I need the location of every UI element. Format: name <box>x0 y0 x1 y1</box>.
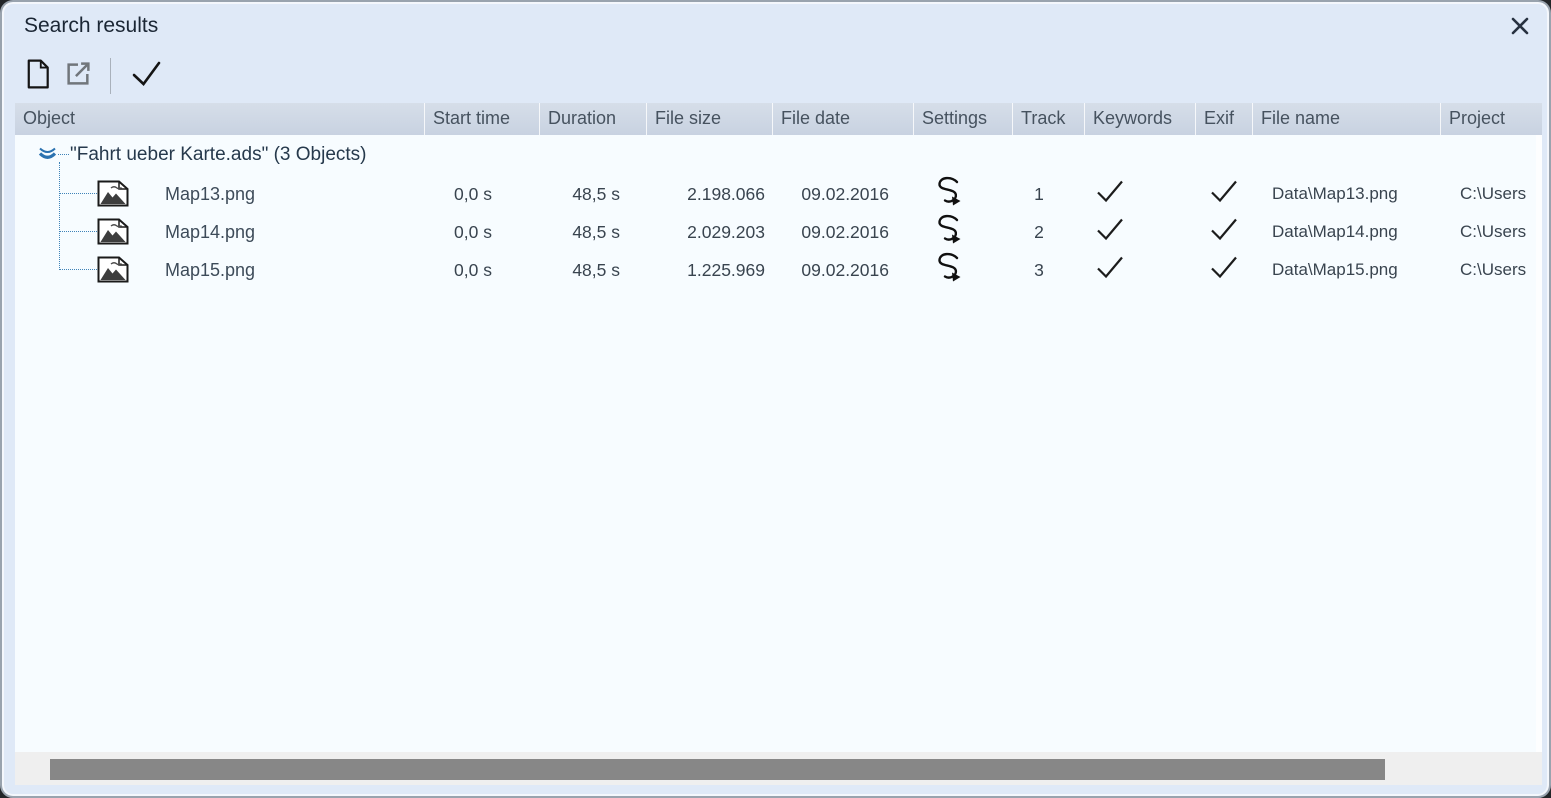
object-cell: Map13.png <box>15 175 424 213</box>
horizontal-scrollbar-thumb[interactable] <box>50 759 1385 780</box>
column-header-file-size[interactable]: File size <box>646 103 772 135</box>
duration-cell: 48,5 s <box>572 259 620 280</box>
column-header-exif[interactable]: Exif <box>1195 103 1252 135</box>
start-time-cell: 0,0 s <box>454 183 492 204</box>
keywords-check-icon <box>1096 256 1124 284</box>
image-thumbnail-icon <box>97 256 129 283</box>
column-header-file-date[interactable]: File date <box>772 103 913 135</box>
project-cell: C:\Users <box>1460 222 1527 241</box>
duration-cell: 48,5 s <box>572 221 620 242</box>
blank-page-icon <box>26 58 50 95</box>
object-label: Map14.png <box>165 221 256 242</box>
settings-cell <box>913 213 1012 251</box>
group-row[interactable]: "Fahrt ueber Karte.ads" (3 Objects) <box>15 135 1542 175</box>
keywords-check-icon <box>1096 218 1124 246</box>
file-size-cell: 2.198.066 <box>687 183 765 204</box>
column-header-settings[interactable]: Settings <box>913 103 1012 135</box>
object-cell: Map15.png <box>15 251 424 289</box>
vertical-scrollbar-track[interactable] <box>1536 135 1542 752</box>
file-size-cell: 1.225.969 <box>687 259 765 280</box>
tree-line <box>59 162 60 270</box>
results-table: Object Start time Duration File size Fil… <box>15 103 1542 785</box>
file-name-cell: Data\Map14.png <box>1272 222 1398 241</box>
checkmark-icon <box>131 60 162 92</box>
toolbar-separator <box>110 58 111 94</box>
group-label: "Fahrt ueber Karte.ads" (3 Objects) <box>70 144 367 165</box>
open-external-button[interactable] <box>58 56 98 96</box>
new-document-button[interactable] <box>18 56 58 96</box>
page-title: Search results <box>24 14 159 37</box>
file-name-cell: Data\Map15.png <box>1272 260 1398 279</box>
file-date-cell: 09.02.2016 <box>801 183 889 204</box>
column-header-file-name[interactable]: File name <box>1252 103 1440 135</box>
project-cell: C:\Users <box>1460 260 1527 279</box>
start-time-cell: 0,0 s <box>454 221 492 242</box>
exif-cell <box>1195 213 1252 251</box>
horizontal-scrollbar-track[interactable] <box>15 752 1542 785</box>
column-header-track[interactable]: Track <box>1012 103 1084 135</box>
exif-check-icon <box>1210 218 1238 246</box>
image-thumbnail-icon <box>97 218 129 245</box>
close-icon <box>1510 16 1530 41</box>
column-header-object[interactable]: Object <box>23 108 76 128</box>
keywords-cell <box>1084 213 1195 251</box>
file-date-cell: 09.02.2016 <box>801 259 889 280</box>
motion-path-icon <box>933 251 963 289</box>
box-arrow-out-icon <box>65 60 92 92</box>
track-cell: 1 <box>1034 183 1044 204</box>
toolbar <box>18 54 166 98</box>
keywords-cell <box>1084 251 1195 289</box>
object-cell: Map14.png <box>15 213 424 251</box>
tree-line <box>59 231 97 232</box>
column-header-project[interactable]: Project <box>1440 103 1542 135</box>
column-header-keywords[interactable]: Keywords <box>1084 103 1195 135</box>
project-cell: C:\Users <box>1460 184 1527 203</box>
track-cell: 3 <box>1034 259 1044 280</box>
close-button[interactable] <box>1507 15 1533 41</box>
exif-check-icon <box>1210 256 1238 284</box>
apply-check-button[interactable] <box>126 56 166 96</box>
tree-expander-icon[interactable] <box>38 147 57 162</box>
file-size-cell: 2.029.203 <box>687 221 765 242</box>
exif-check-icon <box>1210 180 1238 208</box>
keywords-check-icon <box>1096 180 1124 208</box>
table-row[interactable]: Map13.png 0,0 s 48,5 s 2.198.066 09.02.2… <box>15 175 1542 213</box>
table-row[interactable]: Map15.png 0,0 s 48,5 s 1.225.969 09.02.2… <box>15 251 1542 289</box>
table-row[interactable]: Map14.png 0,0 s 48,5 s 2.029.203 09.02.2… <box>15 213 1542 251</box>
file-name-cell: Data\Map13.png <box>1272 184 1398 203</box>
table-body: "Fahrt ueber Karte.ads" (3 Objects) Map1… <box>15 135 1542 752</box>
duration-cell: 48,5 s <box>572 183 620 204</box>
motion-path-icon <box>933 213 963 251</box>
keywords-cell <box>1084 175 1195 213</box>
object-label: Map15.png <box>165 259 256 280</box>
tree-line <box>58 154 69 155</box>
file-date-cell: 09.02.2016 <box>801 221 889 242</box>
image-thumbnail-icon <box>97 180 129 207</box>
start-time-cell: 0,0 s <box>454 259 492 280</box>
track-cell: 2 <box>1034 221 1044 242</box>
motion-path-icon <box>933 175 963 213</box>
exif-cell <box>1195 175 1252 213</box>
object-label: Map13.png <box>165 183 256 204</box>
exif-cell <box>1195 251 1252 289</box>
tree-line <box>59 193 97 194</box>
column-header-duration[interactable]: Duration <box>539 103 646 135</box>
settings-cell <box>913 175 1012 213</box>
table-header-row: Object Start time Duration File size Fil… <box>15 103 1542 135</box>
column-header-start-time[interactable]: Start time <box>424 103 539 135</box>
tree-line <box>59 269 97 270</box>
settings-cell <box>913 251 1012 289</box>
